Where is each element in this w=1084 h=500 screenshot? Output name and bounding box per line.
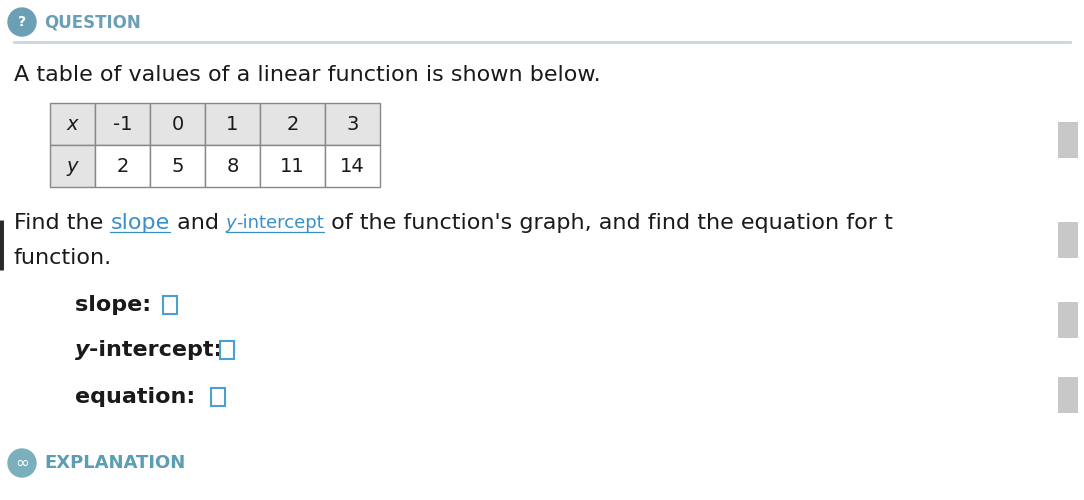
Bar	[95, 103, 150, 145]
Text: Find the: Find the	[14, 213, 111, 233]
Text: 14: 14	[340, 156, 365, 176]
Bar	[325, 103, 380, 145]
Text: 2: 2	[286, 114, 299, 134]
Bar	[1058, 122, 1077, 158]
Bar	[325, 145, 380, 187]
Text: -intercept:: -intercept:	[89, 340, 230, 360]
Bar	[260, 145, 325, 187]
Text: 1: 1	[227, 114, 238, 134]
Text: [: [	[1062, 385, 1071, 405]
Bar	[163, 296, 177, 314]
Bar	[260, 103, 325, 145]
Text: [: [	[1062, 230, 1071, 250]
Text: function.: function.	[14, 248, 112, 268]
Text: y: y	[75, 340, 90, 360]
Text: 0: 0	[171, 114, 183, 134]
Text: y: y	[67, 156, 78, 176]
Text: slope:: slope:	[75, 295, 159, 315]
Bar	[211, 388, 225, 406]
Text: -1: -1	[113, 114, 132, 134]
Text: EXPLANATION: EXPLANATION	[44, 454, 185, 472]
Bar	[205, 103, 260, 145]
Bar	[50, 145, 95, 187]
Text: -intercept: -intercept	[236, 214, 324, 232]
Bar	[1058, 222, 1077, 258]
Text: and: and	[169, 213, 225, 233]
Text: 3: 3	[346, 114, 359, 134]
Circle shape	[8, 8, 36, 36]
Text: 8: 8	[227, 156, 238, 176]
Bar	[1058, 377, 1077, 413]
Text: [: [	[1062, 310, 1071, 330]
Bar	[205, 145, 260, 187]
Text: ?: ?	[18, 15, 26, 29]
Text: A table of values of a linear function is shown below.: A table of values of a linear function i…	[14, 65, 601, 85]
Text: 5: 5	[171, 156, 184, 176]
Bar	[50, 103, 95, 145]
Text: ∞: ∞	[15, 454, 29, 472]
Text: 2: 2	[116, 156, 129, 176]
Text: 11: 11	[280, 156, 305, 176]
Bar	[220, 341, 234, 359]
Text: QUESTION: QUESTION	[44, 13, 141, 31]
Text: y: y	[225, 214, 236, 232]
Text: of the function's graph, and find the equation for t: of the function's graph, and find the eq…	[324, 213, 893, 233]
Bar	[95, 145, 150, 187]
Bar	[1058, 302, 1077, 338]
Text: slope: slope	[111, 213, 169, 233]
Bar	[150, 103, 205, 145]
Text: equation:: equation:	[75, 387, 203, 407]
Text: [: [	[1062, 130, 1071, 150]
Bar	[150, 145, 205, 187]
Text: x: x	[67, 114, 78, 134]
Circle shape	[8, 449, 36, 477]
